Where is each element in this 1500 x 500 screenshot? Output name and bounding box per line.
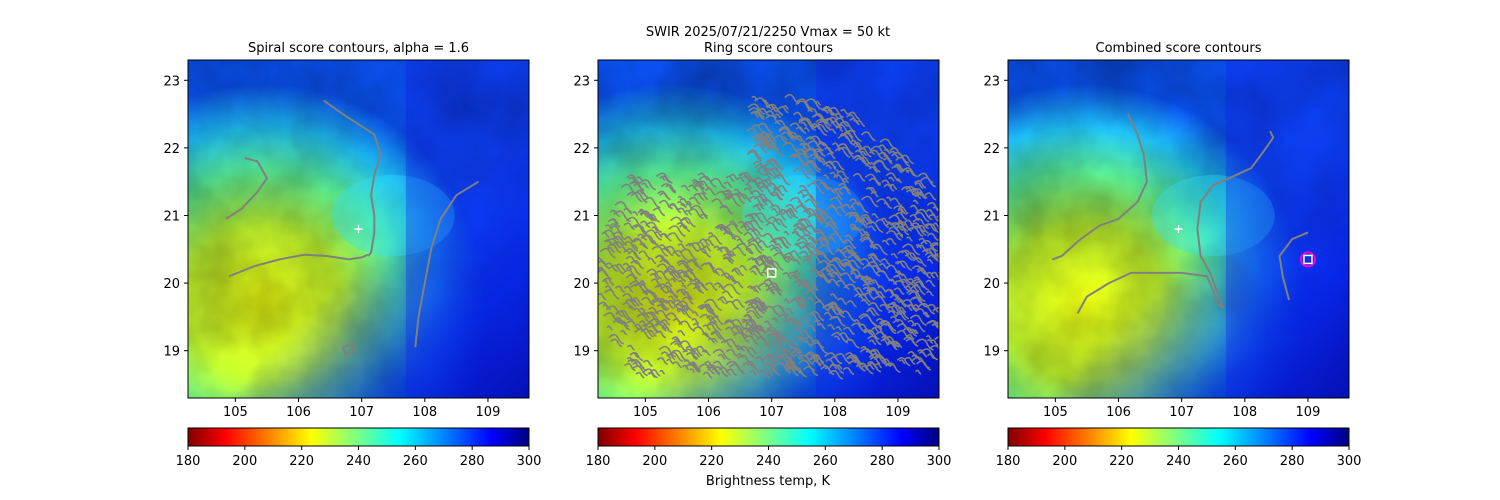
y-tick-label: 23 xyxy=(573,74,590,89)
y-tick-label: 22 xyxy=(983,142,1000,157)
center-plus-marker xyxy=(354,225,363,233)
colorbar-tick-label: 280 xyxy=(870,454,895,469)
colorbar-tick-label: 240 xyxy=(1166,454,1191,469)
panel-1: Spiral score contours, alpha = 1.6 105 106… xyxy=(163,41,541,469)
y-tick-label: 22 xyxy=(573,142,590,157)
colorbar-tick-label: 260 xyxy=(403,454,428,469)
x-tick-label: 107 xyxy=(349,405,374,420)
y-tick-label: 22 xyxy=(163,142,180,157)
y-tick-label: 21 xyxy=(163,209,180,224)
panel-title: Combined score contours xyxy=(1096,41,1262,56)
colorbar-tick-label: 220 xyxy=(289,454,314,469)
colorbar-tick-label: 180 xyxy=(176,454,201,469)
colorbar-tick-label: 220 xyxy=(699,454,724,469)
best-center-square-circle xyxy=(1299,251,1316,268)
panel-title: Ring score contours xyxy=(704,41,833,56)
colorbar-tick-label: 240 xyxy=(346,454,371,469)
x-tick-label: 109 xyxy=(476,405,501,420)
panel-2: Ring score contours 105 106 107 108 109 19 20 21… xyxy=(573,41,952,469)
y-tick-label: 23 xyxy=(163,74,180,89)
score-contour xyxy=(341,342,357,356)
colorbar-tick-label: 220 xyxy=(1109,454,1134,469)
axes-frame xyxy=(187,59,530,399)
score-contour xyxy=(1051,113,1148,261)
colorbar: 180 200 220 240 260 280 300 xyxy=(586,427,952,469)
brightness-temp-image xyxy=(1008,60,1349,398)
axes-frame xyxy=(597,59,940,399)
x-tick-label: 106 xyxy=(696,405,721,420)
x-tick-label: 109 xyxy=(1296,405,1321,420)
brightness-temp-image xyxy=(598,60,939,398)
y-tick-label: 21 xyxy=(983,209,1000,224)
colorbar-tick-label: 260 xyxy=(1223,454,1248,469)
score-contour xyxy=(225,157,269,220)
brightness-temp-image xyxy=(188,60,529,398)
best-center-square xyxy=(766,268,777,278)
x-tick-label: 108 xyxy=(412,405,437,420)
colorbar-tick-label: 300 xyxy=(517,454,542,469)
y-tick-label: 20 xyxy=(163,277,180,292)
colorbar-tick-label: 180 xyxy=(996,454,1021,469)
y-tick-label: 19 xyxy=(573,345,590,360)
x-tick-label: 107 xyxy=(759,405,784,420)
y-tick-label: 19 xyxy=(983,345,1000,360)
x-tick-label: 106 xyxy=(286,405,311,420)
y-tick-label: 20 xyxy=(983,277,1000,292)
x-tick-label: 105 xyxy=(633,405,658,420)
x-tick-label: 109 xyxy=(886,405,911,420)
colorbar-tick-label: 280 xyxy=(1280,454,1305,469)
score-contour xyxy=(1076,130,1275,314)
colorbar-tick-label: 200 xyxy=(642,454,667,469)
colorbar-tick-label: 300 xyxy=(1337,454,1362,469)
colorbar-label: Brightness temp, K xyxy=(706,474,831,489)
panel-title: Spiral score contours, alpha = 1.6 xyxy=(248,41,469,56)
panel-3: Combined score contours 105 106 107 108 109 19… xyxy=(983,41,1361,469)
axes-frame xyxy=(1007,59,1350,399)
colorbar-tick-label: 300 xyxy=(927,454,952,469)
y-tick-label: 20 xyxy=(573,277,590,292)
score-contour xyxy=(414,180,480,348)
y-tick-label: 23 xyxy=(983,74,1000,89)
y-tick-label: 21 xyxy=(573,209,590,224)
colorbar-tick-label: 200 xyxy=(1052,454,1077,469)
center-plus-marker xyxy=(1174,225,1183,233)
ring-contour-region xyxy=(598,93,939,380)
colorbar-tick-label: 280 xyxy=(460,454,485,469)
colorbar-tick-label: 200 xyxy=(232,454,257,469)
colorbar: 180 200 220 240 260 280 300 xyxy=(996,427,1362,469)
x-tick-label: 105 xyxy=(223,405,248,420)
score-contour xyxy=(1278,231,1309,301)
y-tick-label: 19 xyxy=(163,345,180,360)
score-contour xyxy=(323,99,382,257)
x-tick-label: 108 xyxy=(822,405,847,420)
colorbar-tick-label: 180 xyxy=(586,454,611,469)
score-contour xyxy=(228,253,369,278)
x-tick-label: 108 xyxy=(1232,405,1257,420)
colorbar-tick-label: 260 xyxy=(813,454,838,469)
x-tick-label: 106 xyxy=(1106,405,1131,420)
colorbar: 180 200 220 240 260 280 300 xyxy=(176,427,542,469)
x-tick-label: 105 xyxy=(1043,405,1068,420)
x-tick-label: 107 xyxy=(1169,405,1194,420)
suptitle: SWIR 2025/07/21/2250 Vmax = 50 kt xyxy=(646,25,890,40)
colorbar-tick-label: 240 xyxy=(756,454,781,469)
